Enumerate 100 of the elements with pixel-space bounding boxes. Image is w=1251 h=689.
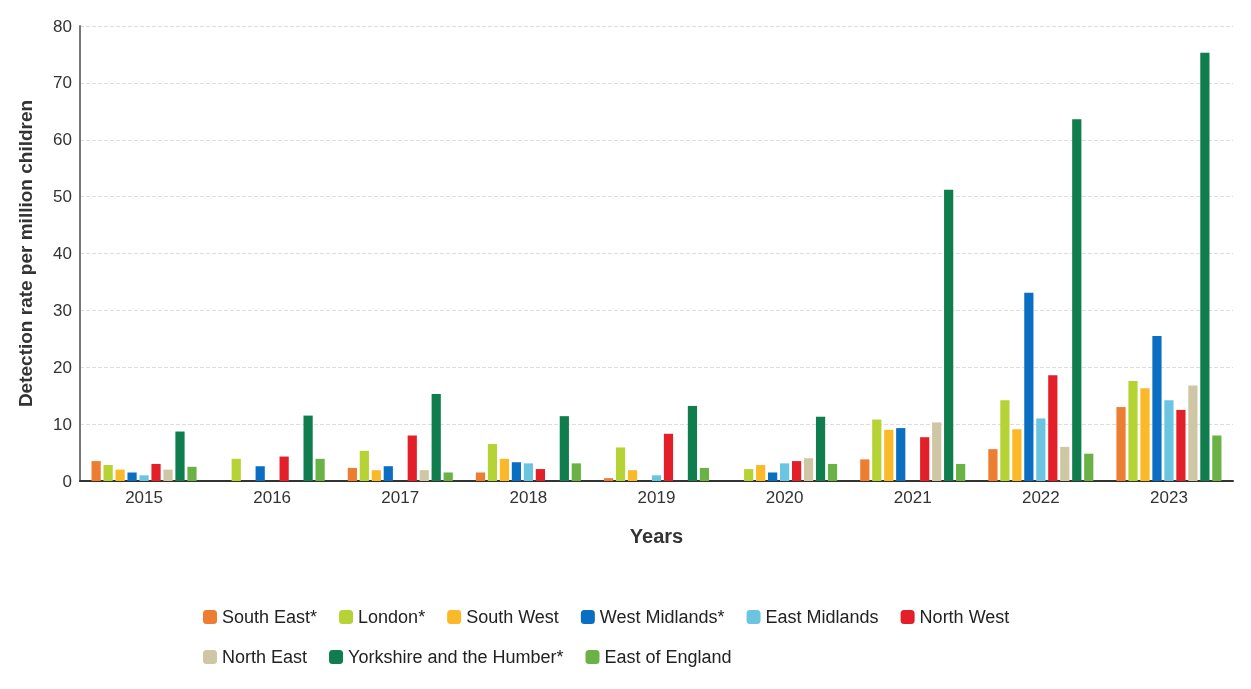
legend-label: East of England [604,647,732,667]
bar [956,463,966,481]
bar [523,463,533,481]
bar [279,456,289,481]
bar [803,458,814,481]
bar [231,458,241,481]
legend-label: London* [358,607,426,627]
x-tick-label: 2015 [125,488,163,507]
y-tick-label: 60 [53,130,72,150]
bar [615,447,626,481]
x-tick-label: 2022 [1021,488,1060,507]
bar [303,415,313,481]
x-tick-label: 2018 [509,488,548,507]
bar [651,475,662,481]
y-tick-label: 20 [53,357,72,377]
bar [487,444,498,481]
x-tick-label: 2020 [765,488,804,507]
bar [127,472,137,481]
bar [1188,385,1198,481]
bar [419,470,429,481]
bar [1000,400,1010,481]
x-tick-label: 2019 [637,488,676,507]
bar [1140,388,1150,481]
bar [511,462,522,481]
bar [163,469,173,481]
bar [1060,446,1070,481]
bar [815,416,826,481]
bar [255,466,265,481]
bar [151,463,161,481]
bar [687,405,698,481]
bar [431,393,441,481]
bar [1128,380,1138,481]
bar [827,463,838,481]
bar [559,416,569,481]
y-tick-label: 70 [53,73,72,93]
legend-label: South West [466,607,559,627]
bar [347,467,357,481]
bar [359,450,369,481]
bar [1200,52,1210,481]
x-tick-label: 2016 [253,488,292,507]
bar [115,469,125,481]
y-tick-label: 50 [53,187,72,207]
bar [791,461,802,481]
y-tick-label: 30 [53,300,72,320]
bar [768,472,778,481]
bar [91,461,101,481]
bar [475,472,486,481]
bar [988,449,998,481]
bar [1084,453,1094,481]
bar [699,467,710,481]
x-axis-title: Years [629,525,684,547]
y-tick-label: 80 [53,16,72,36]
bar [383,466,393,481]
bar [407,435,417,481]
bar [187,466,197,481]
bar [603,478,614,481]
bar [1024,292,1034,481]
bar [371,470,381,481]
bar [1048,375,1058,481]
legend-label: East Midlands [765,607,879,627]
legend-label: North East [222,647,308,667]
bar [1152,335,1162,481]
bar [920,437,930,481]
bar [1212,435,1222,481]
bar [571,463,581,481]
y-tick-label: 10 [53,414,72,434]
bar [1036,418,1046,481]
bar [1012,429,1022,481]
bar [627,470,638,481]
bar [1072,119,1082,481]
bar [1164,400,1174,481]
bar [872,419,882,481]
bar [1116,407,1126,481]
bar [535,469,545,481]
legend-label: West Midlands* [599,607,725,627]
bar [103,465,113,481]
x-tick-label: 2017 [381,488,420,507]
bar [1176,409,1186,481]
legend-label: South East* [222,607,318,627]
y-tick-label: 0 [62,471,72,491]
bar [315,458,325,481]
bar [139,475,149,481]
x-tick-label: 2023 [1150,488,1188,507]
bar [932,422,942,481]
bar [663,433,674,481]
y-tick-label: 40 [53,244,72,263]
bar [884,429,894,481]
bar [443,472,453,481]
bar [780,463,790,481]
legend-label: North West [919,607,1010,627]
bar [944,189,954,481]
y-axis-title: Detection rate per million children [15,99,36,408]
bar [499,458,510,481]
bar [744,469,754,481]
bar [860,459,870,481]
bar [756,465,766,481]
bar [896,428,906,481]
bar [175,431,185,481]
x-tick-label: 2021 [893,488,932,507]
legend-label: Yorkshire and the Humber* [348,647,564,667]
